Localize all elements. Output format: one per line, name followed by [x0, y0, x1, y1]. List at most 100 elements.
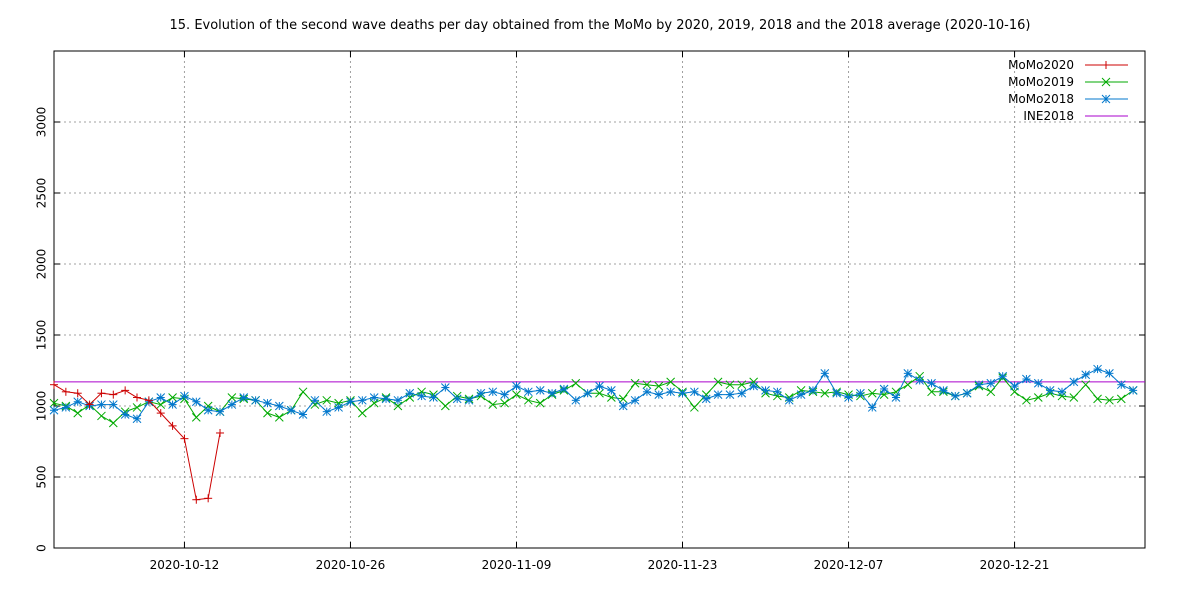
data-point [571, 378, 581, 388]
data-point [369, 393, 379, 402]
data-point [903, 380, 913, 390]
series-momo2018 [49, 364, 1138, 424]
data-point [820, 388, 830, 398]
data-point [429, 393, 438, 402]
data-point [618, 394, 628, 404]
legend-entry: MoMo2019 [1008, 75, 1128, 89]
data-point [120, 410, 130, 419]
y-tick-label: 1000 [35, 391, 49, 422]
y-tick-label: 1500 [35, 320, 49, 351]
data-point [1105, 368, 1114, 378]
data-point [322, 395, 332, 405]
data-point [1033, 378, 1043, 388]
data-point [856, 388, 865, 398]
data-point [121, 386, 130, 395]
data-point [334, 403, 343, 412]
x-tick-label: 2020-11-23 [648, 558, 718, 572]
data-point [156, 400, 166, 409]
x-axis: 2020-10-12 2020-10-26 2020-11-09 2020-11-23… [150, 51, 1049, 572]
data-point [168, 421, 177, 430]
data-point [1057, 387, 1067, 397]
data-point [286, 405, 296, 415]
data-point [618, 401, 628, 411]
data-point [322, 407, 332, 417]
data-point [263, 398, 272, 408]
data-point [986, 378, 996, 388]
plot-frame [53, 50, 1146, 549]
data-point [630, 395, 640, 405]
data-point [796, 386, 806, 395]
legend-entry: MoMo2018 [1008, 92, 1128, 106]
data-point [357, 395, 367, 405]
data-point [440, 401, 450, 411]
data-point [73, 397, 83, 407]
data-point [144, 396, 153, 405]
data-point [808, 386, 818, 395]
data-point [168, 393, 177, 402]
data-point [274, 401, 284, 411]
legend-label: INE2018 [1023, 109, 1074, 123]
data-point [216, 428, 225, 437]
y-tick-label: 2500 [35, 178, 49, 209]
data-point [1057, 391, 1067, 401]
data-point [168, 400, 177, 409]
data-point [654, 390, 664, 399]
x-tick-label: 2020-10-12 [150, 558, 220, 572]
data-point [927, 378, 936, 388]
data-point [488, 387, 498, 397]
data-point [642, 387, 652, 397]
legend-entry: INE2018 [1023, 109, 1128, 123]
y-tick-label: 2000 [35, 249, 49, 280]
data-point [950, 391, 960, 401]
series-layer [49, 364, 1145, 504]
data-point [97, 400, 106, 409]
data-point [73, 389, 82, 398]
data-point [725, 390, 735, 399]
data-point [1128, 386, 1138, 395]
data-point [310, 395, 320, 405]
data-point [180, 434, 189, 443]
data-point [523, 395, 533, 405]
series-line [53, 368, 1134, 420]
data-point [725, 380, 735, 390]
data-point [192, 495, 201, 504]
data-point [417, 391, 426, 401]
data-point [191, 397, 201, 407]
data-point [571, 395, 581, 405]
data-point [215, 407, 225, 417]
data-point [998, 371, 1008, 381]
legend-marker [1101, 77, 1111, 87]
data-point [654, 381, 664, 391]
data-point [1033, 393, 1043, 402]
legend-label: MoMo2020 [1008, 58, 1074, 72]
series-line [53, 375, 1134, 424]
legend: MoMo2020 MoMo2019 MoMo2018 INE2018 [1008, 58, 1128, 123]
data-point [1022, 395, 1031, 405]
data-point [132, 414, 142, 424]
data-point [49, 398, 59, 408]
data-point [832, 388, 842, 398]
data-point [227, 393, 237, 402]
data-point [500, 390, 509, 399]
y-axis: 0 500 1000 1500 2000 2500 3000 [35, 107, 1145, 552]
data-point [108, 400, 118, 409]
data-point [488, 400, 498, 409]
data-point [986, 387, 996, 397]
data-point [867, 403, 877, 412]
data-point [915, 376, 925, 385]
data-point [1045, 386, 1055, 395]
data-point [203, 405, 213, 415]
data-point [500, 398, 509, 408]
data-point [85, 400, 94, 409]
data-point [239, 393, 249, 402]
data-point [737, 380, 747, 390]
data-point [476, 388, 486, 398]
data-point [452, 394, 462, 404]
data-point [97, 389, 106, 398]
gridlines [54, 51, 1145, 548]
data-point [1022, 374, 1031, 384]
data-point [298, 387, 308, 397]
data-point [405, 388, 415, 398]
data-point [346, 397, 355, 407]
